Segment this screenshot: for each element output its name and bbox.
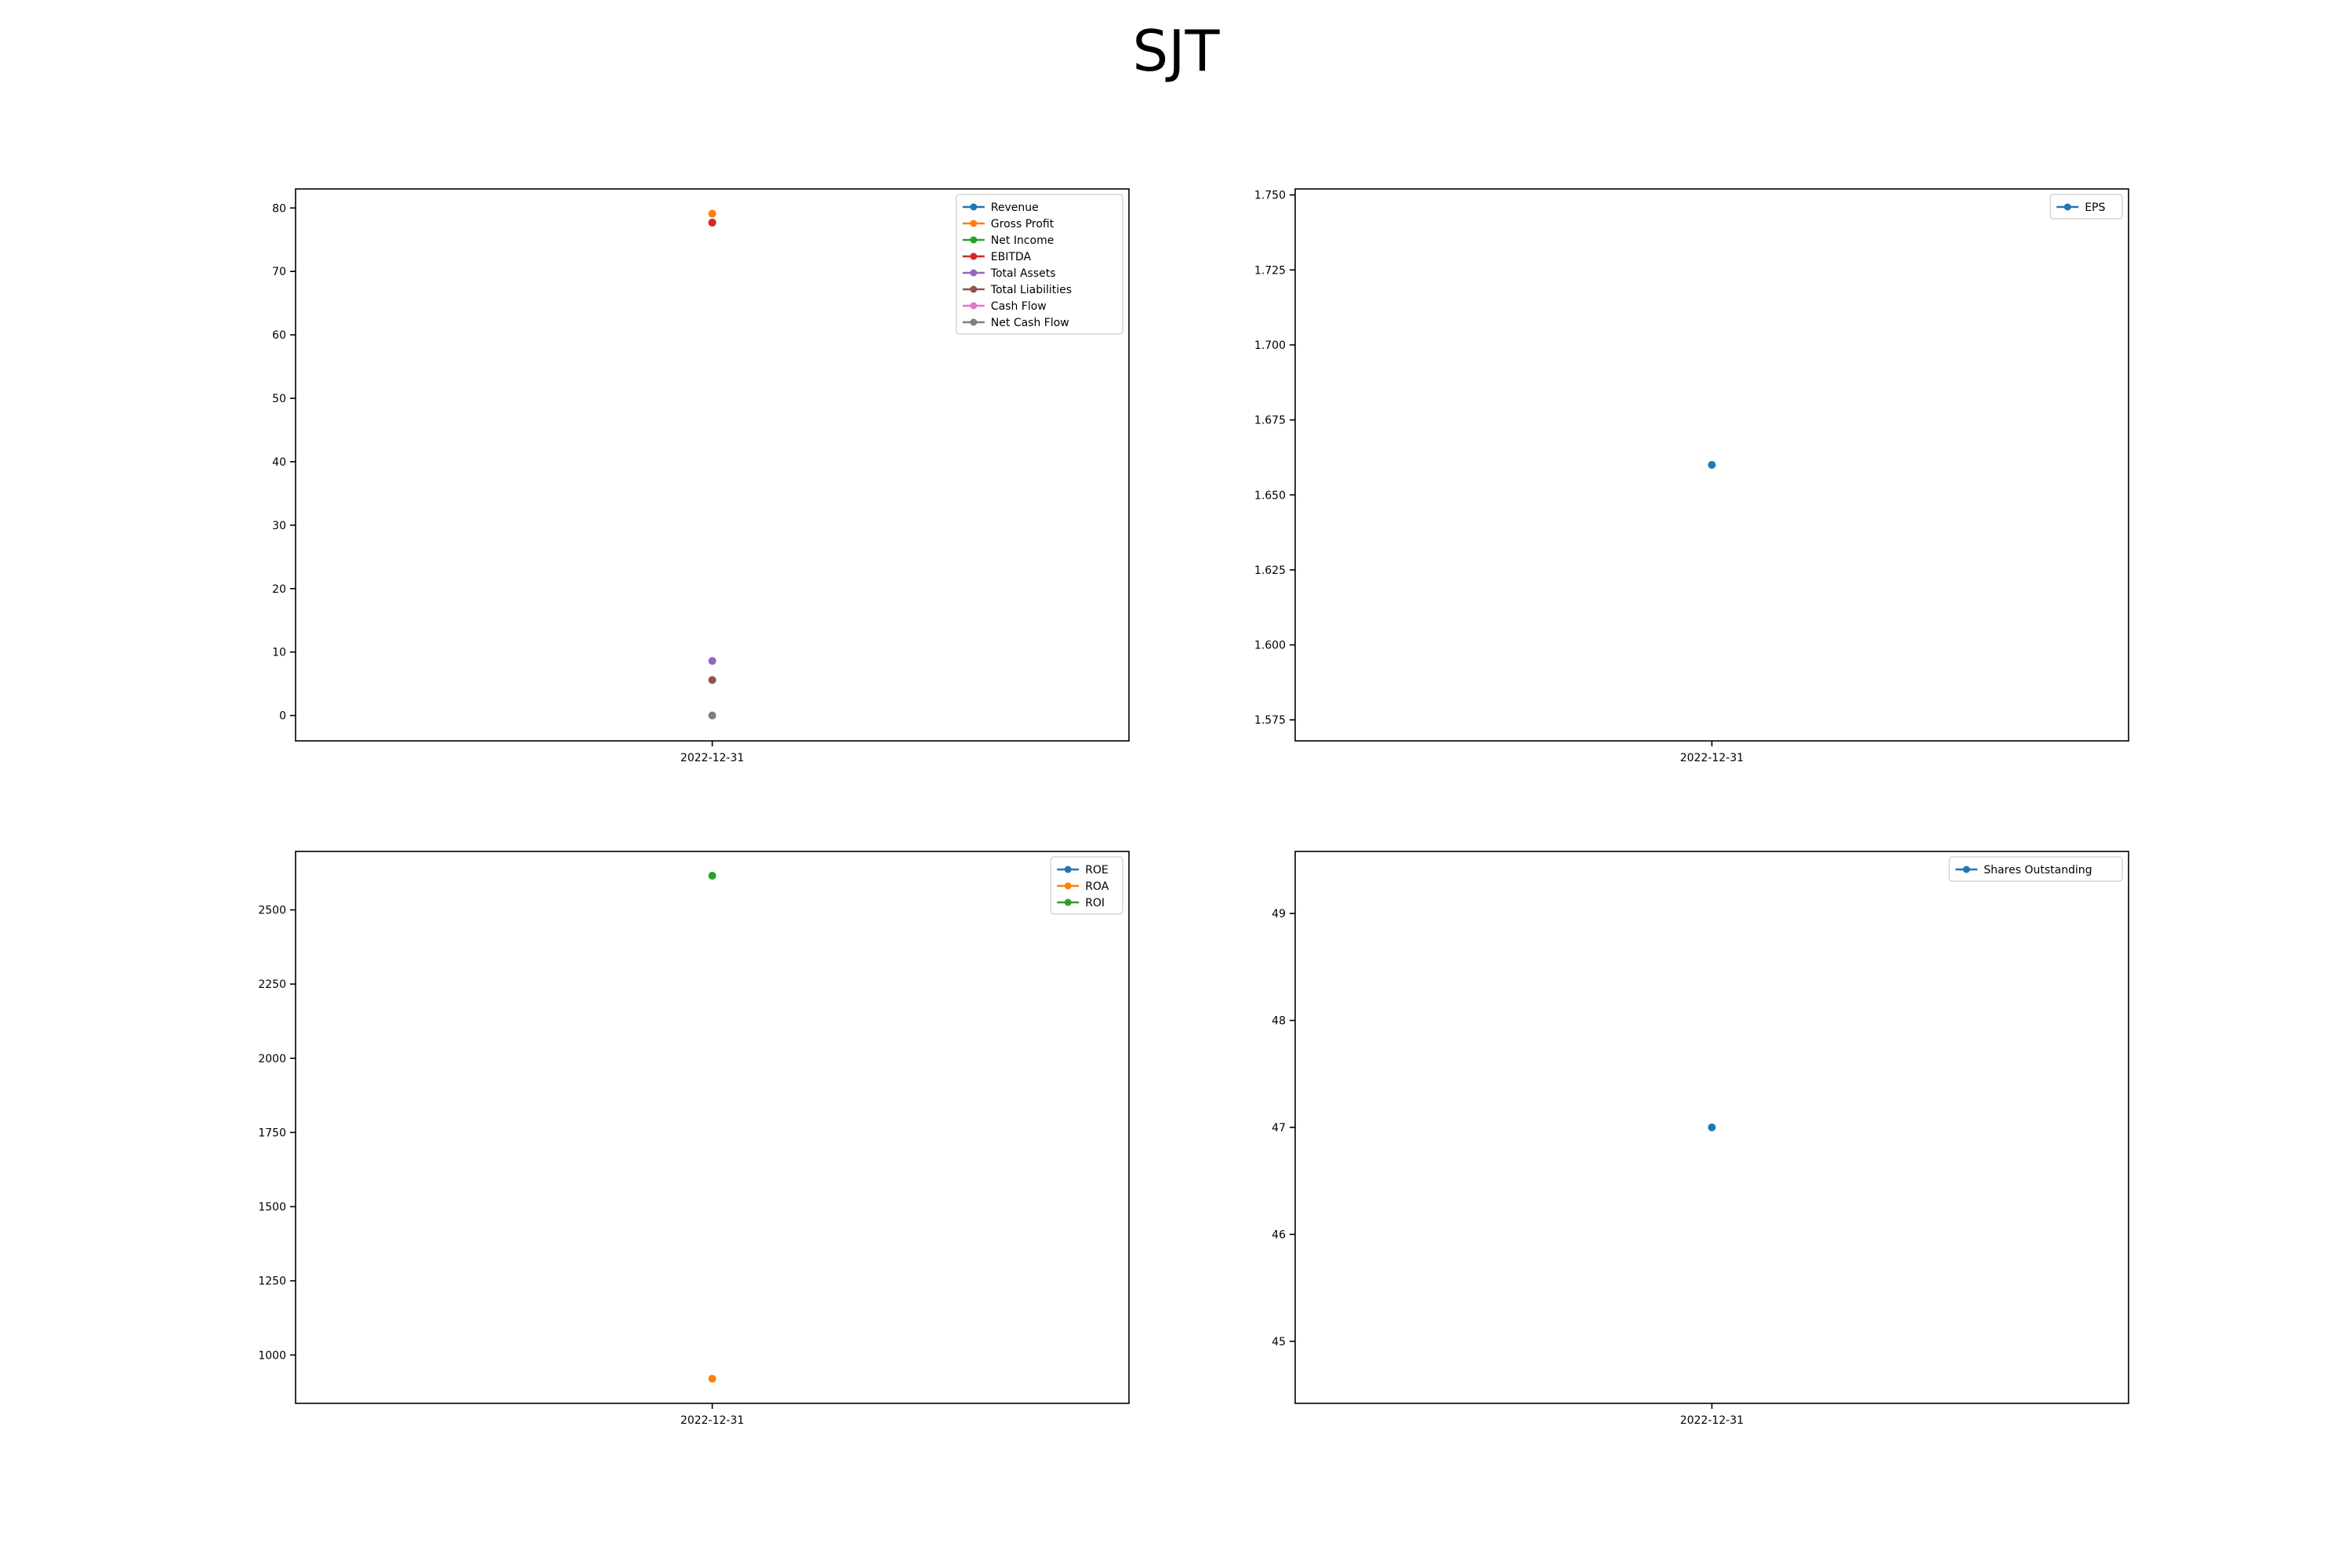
page-title: SJT: [1132, 18, 1220, 84]
legend-marker-net-cash-flow: [970, 318, 978, 326]
chart-panel-3: 1000 1250 1500 1750 2000 2250 2500 2022-12-31 RO…: [258, 851, 1130, 1427]
x-tick-label: 2022-12-31: [1680, 752, 1744, 764]
legend-label-shares-outstanding: Shares Outstanding: [1984, 864, 2092, 877]
legend-frame: [2049, 194, 2123, 220]
legend-frame: [956, 194, 1123, 335]
y-tick-label: 1.700: [1254, 339, 1286, 352]
y-tick-label: 10: [272, 647, 286, 659]
legend-marker-total-assets: [970, 269, 978, 277]
legend-label-net-income: Net Income: [991, 234, 1054, 247]
chart-panel-4: 45 46 47 48 49 2022-12-31 Shares Outstanding: [1272, 851, 2129, 1427]
y-tick-label: 30: [272, 520, 286, 532]
legend-marker-roe: [1064, 866, 1072, 873]
data-point-total-assets: [708, 657, 717, 666]
y-tick-label: 50: [272, 393, 286, 405]
y-tick-label: 47: [1272, 1122, 1286, 1134]
legend-marker-roi: [1064, 898, 1072, 906]
y-tick-label: 48: [1272, 1015, 1286, 1028]
legend-marker-ebitda: [970, 252, 978, 260]
y-tick-label: 1.650: [1254, 489, 1286, 502]
data-point-total-liabilities: [708, 676, 717, 684]
legend-label-total-liabilities: Total Liabilities: [990, 284, 1072, 296]
y-tick-label: 45: [1272, 1336, 1286, 1348]
y-tick-label: 1500: [258, 1201, 286, 1214]
y-tick-label: 1750: [258, 1127, 286, 1139]
y-tick-label: 1.750: [1254, 190, 1286, 202]
legend-marker-roa: [1064, 882, 1072, 890]
y-tick-label: 60: [272, 329, 286, 342]
y-tick-label: 70: [272, 266, 286, 278]
y-tick-label: 2000: [258, 1053, 286, 1065]
x-tick-label: 2022-12-31: [681, 1414, 744, 1427]
legend-label-roa: ROA: [1085, 880, 1109, 893]
legend-label-total-assets: Total Assets: [990, 267, 1056, 280]
y-tick-label: 1.725: [1254, 264, 1286, 277]
legend-marker-gross-profit: [970, 220, 978, 227]
y-tick-label: 1250: [258, 1276, 286, 1288]
data-point-roa: [708, 1374, 717, 1383]
y-tick-label: 1000: [258, 1349, 286, 1362]
legend-marker-cash-flow: [970, 302, 978, 310]
legend-label-ebitda: EBITDA: [991, 251, 1032, 263]
data-point-eps: [1708, 461, 1716, 469]
plot-frame: [295, 851, 1130, 1404]
y-tick-label: 2500: [258, 905, 286, 917]
legend-marker-net-income: [970, 236, 978, 244]
legend: EPS: [2049, 194, 2123, 220]
legend-label-roe: ROE: [1085, 864, 1109, 877]
legend-marker-shares-outstanding: [1962, 866, 1970, 873]
chart-panel-1: 0 10 20 30 40 50 60 70 80 2022-12-31 Revenue Gross …: [272, 188, 1130, 764]
y-tick-label: 46: [1272, 1229, 1286, 1241]
legend-label-revenue: Revenue: [991, 201, 1039, 214]
legend: Shares Outstanding: [1948, 856, 2123, 882]
y-tick-label: 1.600: [1254, 640, 1286, 652]
legend-label-net-cash-flow: Net Cash Flow: [991, 317, 1069, 329]
legend-label-gross-profit: Gross Profit: [991, 218, 1054, 230]
y-tick-label: 1.575: [1254, 714, 1286, 727]
legend-marker-revenue: [970, 203, 978, 211]
y-tick-label: 2250: [258, 978, 286, 991]
y-tick-label: 1.625: [1254, 564, 1286, 577]
y-tick-label: 0: [279, 710, 286, 723]
y-tick-label: 49: [1272, 908, 1286, 920]
y-tick-label: 40: [272, 456, 286, 469]
legend-label-roi: ROI: [1085, 897, 1105, 909]
legend-marker-eps: [2063, 203, 2071, 211]
chart-panel-2: 1.575 1.600 1.625 1.650 1.675 1.700 1.725 1.750…: [1254, 188, 2129, 764]
x-tick-label: 2022-12-31: [681, 752, 744, 764]
y-tick-label: 1.675: [1254, 415, 1286, 427]
y-tick-label: 20: [272, 583, 286, 596]
legend-label-cash-flow: Cash Flow: [991, 300, 1047, 313]
data-point-shares-outstanding: [1708, 1123, 1716, 1131]
y-tick-label: 80: [272, 202, 286, 215]
x-tick-label: 2022-12-31: [1680, 1414, 1744, 1427]
legend: Revenue Gross Profit Net Income EBITDA Total…: [956, 194, 1123, 335]
data-point-gross-profit: [708, 209, 717, 218]
data-point-ebitda: [708, 218, 717, 227]
data-point-net-cash-flow: [708, 711, 717, 720]
data-point-roi: [708, 872, 717, 880]
legend-frame: [1948, 856, 2123, 882]
legend-marker-total-liabilities: [970, 285, 978, 293]
legend-label-eps: EPS: [2085, 201, 2105, 214]
legend: ROE ROA ROI: [1050, 856, 1123, 915]
